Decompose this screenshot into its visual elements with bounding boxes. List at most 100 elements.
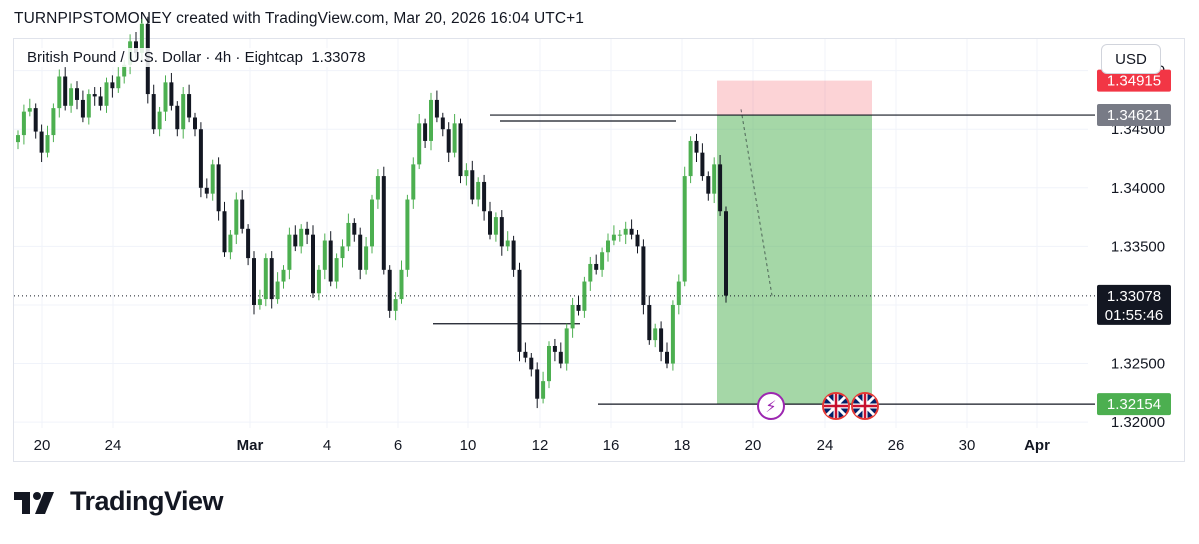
candle-body — [169, 82, 174, 106]
candle-body — [346, 222, 351, 247]
candle-body — [222, 211, 227, 253]
candle-body — [193, 117, 197, 130]
candle-body — [151, 94, 156, 130]
candle-body — [293, 234, 298, 247]
candle-body — [216, 164, 221, 212]
candle-body — [434, 99, 439, 118]
target-price-label-text: 1.32154 — [1107, 396, 1161, 413]
candle-body — [482, 181, 487, 212]
candle-body — [594, 263, 599, 270]
candle-body — [552, 345, 557, 352]
candle-body — [659, 328, 664, 352]
candle-body — [316, 269, 321, 294]
candle-body — [600, 252, 605, 270]
candle-body — [299, 228, 304, 247]
candle-body — [558, 351, 563, 364]
time-tick-label: 20 — [34, 437, 51, 454]
candle-body — [33, 108, 38, 132]
candle-body — [476, 181, 481, 200]
candle-body — [429, 99, 433, 141]
projection-line — [740, 109, 773, 296]
candle-body — [45, 135, 50, 153]
candle-body — [665, 351, 669, 364]
candle-body — [653, 328, 658, 341]
time-tick-label: 24 — [105, 437, 122, 454]
candle-body — [80, 99, 85, 118]
candle-body — [364, 246, 369, 270]
candle-body — [281, 269, 286, 282]
candle-body — [92, 94, 97, 97]
candle-body — [547, 345, 551, 382]
candle-body — [63, 76, 68, 106]
current-price-label-text: 1.33078 — [1107, 288, 1161, 305]
candle-body — [210, 164, 215, 194]
time-tick-label: 12 — [532, 437, 549, 454]
price-tick-label: 1.33500 — [1111, 238, 1165, 255]
lightning-event-icon — [757, 392, 785, 420]
candle-body — [104, 82, 109, 106]
time-tick-label: 6 — [394, 437, 402, 454]
candle-body — [582, 281, 587, 311]
long-position-tool — [717, 80, 872, 405]
candle-body — [16, 135, 20, 143]
candle-body — [606, 240, 610, 253]
time-tick-label: 18 — [674, 437, 691, 454]
target-price-label-box — [1097, 393, 1171, 416]
candle-body — [387, 269, 392, 311]
candle-body — [576, 304, 581, 311]
candle-body — [322, 240, 327, 270]
time-tick-label: 10 — [460, 437, 477, 454]
candle-body — [134, 41, 138, 54]
candle-body — [541, 381, 546, 399]
price-tick-label: 1.32500 — [1111, 356, 1165, 373]
candle-body — [670, 304, 675, 364]
candle-body — [712, 164, 717, 194]
lightning-glyph: ⚡ — [765, 397, 776, 416]
candle-body — [98, 96, 103, 106]
currency-button[interactable]: USD — [1101, 44, 1161, 74]
candle-body — [110, 82, 115, 89]
horizontal-lines — [14, 109, 1095, 405]
candle-body — [647, 304, 652, 341]
candle-body — [617, 234, 622, 236]
time-tick-label: 4 — [323, 437, 331, 454]
candle-body — [694, 140, 699, 153]
time-tick-label: 20 — [745, 437, 762, 454]
candle-body — [676, 281, 681, 305]
candle-body — [69, 88, 74, 106]
candle-body — [340, 246, 345, 259]
candle-body — [629, 228, 634, 235]
candle-body — [446, 129, 451, 153]
symbol-last-price: 1.33078 — [311, 49, 366, 66]
candle-body — [234, 199, 239, 235]
stop-price-label-text: 1.34915 — [1107, 73, 1161, 90]
candles — [16, 16, 728, 409]
entry-price-label-box — [1097, 104, 1171, 127]
symbol-name: British Pound / U.S. Dollar · 4h · Eight… — [27, 49, 303, 66]
countdown-text: 01:55:46 — [1105, 307, 1163, 324]
candle-body — [523, 351, 528, 358]
candle-body — [175, 105, 180, 130]
candle-body — [358, 234, 363, 270]
candle-body — [122, 64, 127, 77]
candle-body — [21, 111, 26, 136]
candle-body — [269, 258, 274, 300]
candle-body — [641, 246, 646, 305]
price-labels: 1.34915 1.34621 1.33078 01:55:46 1.32154 — [1097, 69, 1171, 416]
candle-body — [75, 88, 79, 100]
candle-body — [423, 123, 428, 141]
candle-body — [181, 94, 186, 130]
candle-body — [198, 129, 203, 188]
candle-body — [204, 187, 209, 194]
event-icons: ⚡ — [757, 392, 879, 420]
candle-body — [51, 108, 56, 136]
symbol-legend: British Pound / U.S. Dollar · 4h · Eight… — [24, 48, 369, 67]
candle-body — [488, 211, 492, 235]
candle-body — [381, 176, 386, 270]
entry-price-label-text: 1.34621 — [1107, 107, 1161, 124]
logo-text: TradingView — [70, 486, 224, 516]
time-tick-label: Apr — [1024, 437, 1050, 454]
candle-body — [139, 23, 144, 54]
tradingview-logo[interactable]: TradingView — [14, 486, 224, 517]
